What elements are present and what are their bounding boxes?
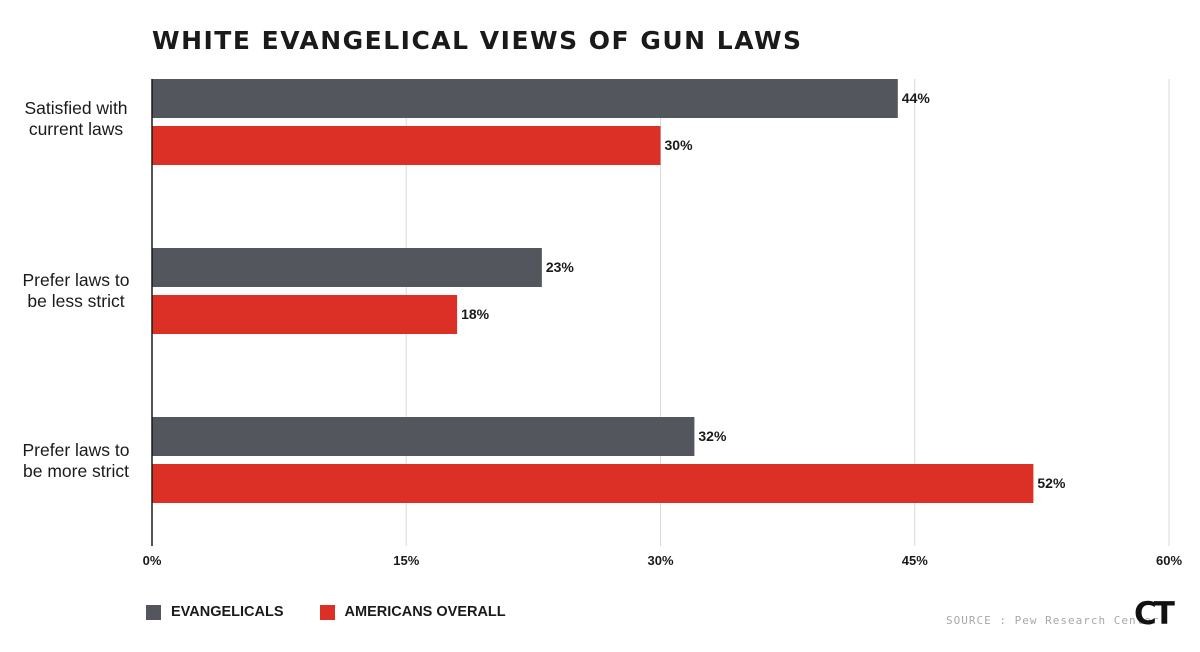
bar-evangelicals-2: [152, 417, 695, 456]
category-label-more-strict: Prefer laws to be more strict: [22, 440, 130, 481]
x-tick-label: 45%: [902, 553, 928, 568]
bar-value-label: 52%: [1037, 475, 1066, 491]
bar-americans-overall-1: [152, 295, 458, 334]
legend-item-americans-overall: AMERICANS OVERALL: [319, 604, 506, 620]
bar-americans-overall-0: [152, 126, 661, 165]
bar-value-label: 23%: [546, 259, 575, 275]
x-tick-label: 30%: [647, 553, 673, 568]
bar-americans-overall-2: [152, 464, 1034, 503]
source-note: SOURCE : Pew Research Center: [946, 614, 1160, 627]
x-tick-label: 0%: [143, 553, 162, 568]
x-tick-label: 60%: [1156, 553, 1182, 568]
category-label-less-strict: Prefer laws to be less strict: [22, 270, 130, 311]
bar-evangelicals-1: [152, 248, 542, 287]
legend-swatch-americans-overall: [319, 604, 335, 620]
bar-value-label: 30%: [665, 137, 694, 153]
bar-value-label: 18%: [461, 306, 490, 322]
legend-label-americans-overall: AMERICANS OVERALL: [344, 604, 506, 620]
legend-label-evangelicals: EVANGELICALS: [171, 604, 284, 620]
bar-evangelicals-0: [152, 79, 898, 118]
category-label-satisfied: Satisfied with current laws: [24, 98, 128, 139]
bars: [152, 79, 1034, 503]
ct-logo: CT: [1134, 596, 1175, 632]
value-labels: 44% 23% 32% 30% 18% 52%: [461, 90, 1066, 491]
bar-value-label: 44%: [902, 90, 931, 106]
bar-value-label: 32%: [698, 428, 727, 444]
x-tick-label: 15%: [393, 553, 419, 568]
legend-item-evangelicals: EVANGELICALS: [146, 604, 284, 620]
chart-title: WHITE EVANGELICAL VIEWS OF GUN LAWS: [152, 26, 803, 55]
legend-swatch-evangelicals: [146, 604, 161, 620]
legend: EVANGELICALS AMERICANS OVERALL: [146, 604, 542, 620]
x-axis-ticks: 0% 15% 30% 45% 60%: [143, 553, 1183, 568]
